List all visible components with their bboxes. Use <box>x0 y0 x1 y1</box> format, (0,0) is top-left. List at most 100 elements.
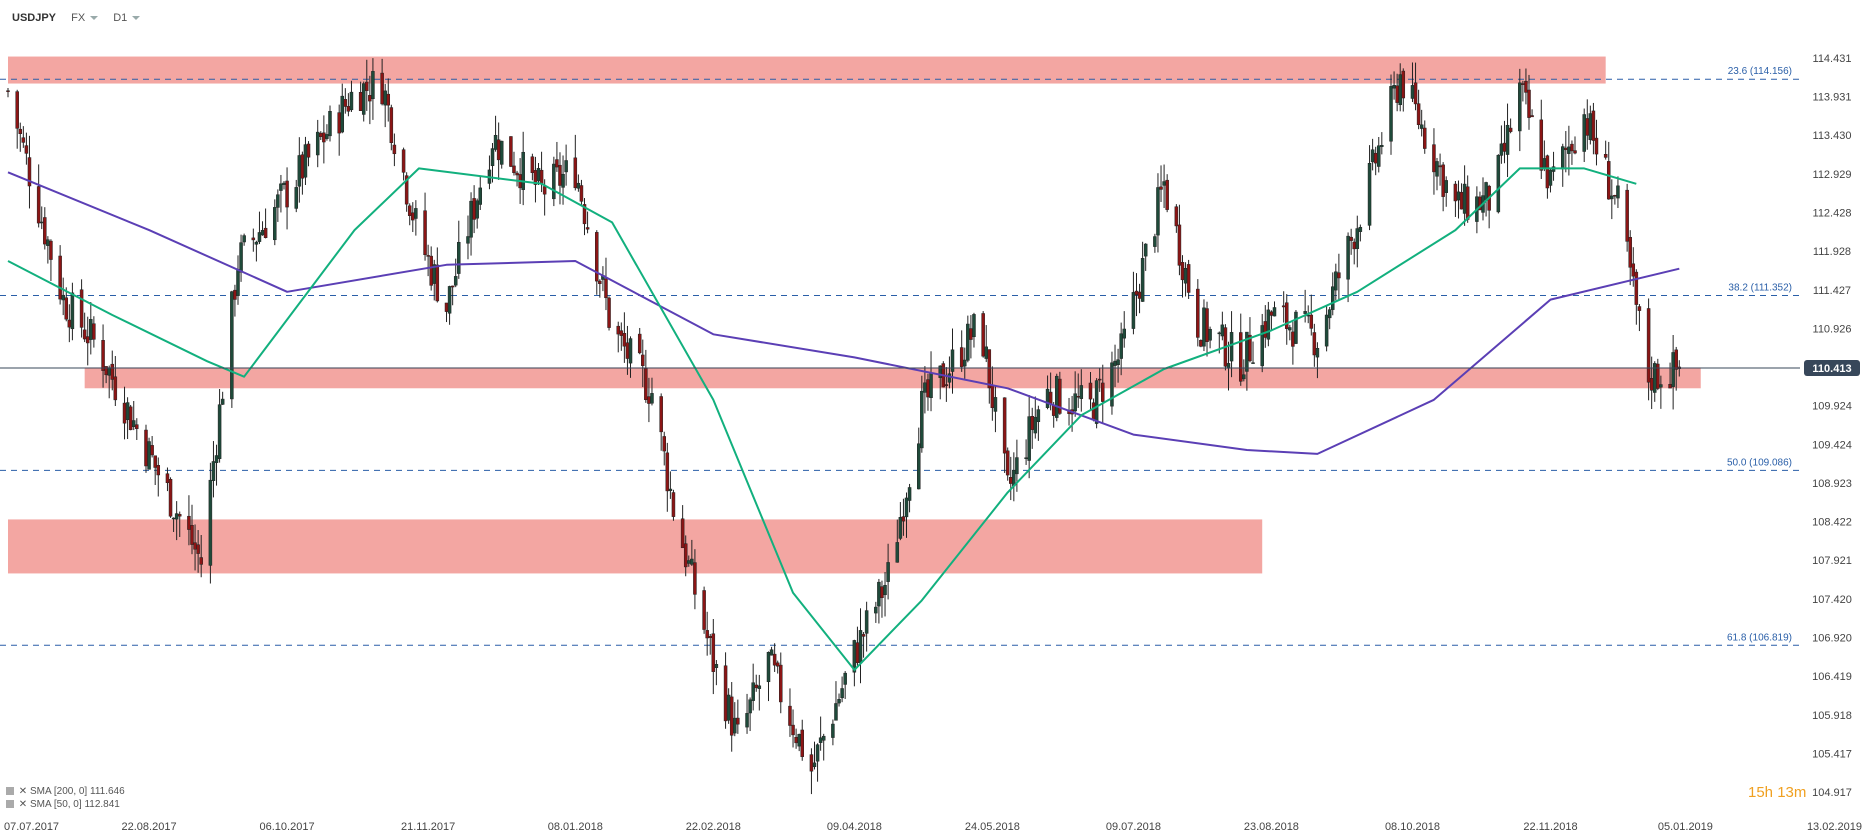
candle-body <box>242 235 246 243</box>
close-icon[interactable]: ✕ <box>18 799 28 810</box>
candle-body <box>346 106 351 112</box>
candle-body <box>1309 314 1314 329</box>
candle-body <box>1002 397 1007 454</box>
legend-item-sma200[interactable]: ✕ SMA [200, 0] 111.646 <box>6 786 125 797</box>
price-tick-label: 108.422 <box>1812 517 1852 529</box>
candle-body <box>1585 118 1590 136</box>
candle-body <box>239 242 243 273</box>
candle-body <box>1101 382 1105 402</box>
candle-body <box>1030 416 1034 430</box>
candle-body <box>404 175 409 205</box>
candle-body <box>297 155 302 187</box>
candle-body <box>1337 272 1341 279</box>
candle-body <box>211 461 216 481</box>
candle-body <box>794 736 798 744</box>
candle-body <box>380 72 384 105</box>
settings-icon[interactable] <box>6 787 14 796</box>
candle-body <box>1153 236 1157 247</box>
price-tick-label: 105.417 <box>1812 748 1852 760</box>
candle-body <box>156 465 161 476</box>
candle-body <box>812 762 817 768</box>
candle-body <box>236 268 240 296</box>
candle-body <box>493 134 498 150</box>
candle-body <box>251 237 256 241</box>
candle-body <box>1570 143 1574 152</box>
date-tick-label: 08.01.2018 <box>548 821 603 833</box>
candle-body <box>1005 450 1010 476</box>
candle-body <box>279 183 283 191</box>
candle-body <box>1567 146 1571 154</box>
candle-body <box>407 205 412 216</box>
candle-body <box>15 91 19 129</box>
market-label[interactable]: FX <box>71 12 99 24</box>
candle-body <box>1165 179 1169 210</box>
candle-body <box>1229 332 1234 362</box>
candle-body <box>1358 226 1363 232</box>
date-tick-label: 09.07.2018 <box>1106 821 1161 833</box>
candle-body <box>1291 331 1295 347</box>
candle-body <box>107 367 111 376</box>
candle-body <box>687 560 691 564</box>
candle-body <box>595 232 599 282</box>
candle-body <box>361 83 366 115</box>
candle-body <box>1659 384 1663 388</box>
candle-body <box>1140 258 1145 302</box>
candle-body <box>469 200 473 238</box>
candle-body <box>27 157 32 187</box>
candle-body <box>1499 143 1504 156</box>
sma200-label: SMA [200, 0] <box>29 786 88 797</box>
candle-body <box>1143 243 1148 257</box>
candle-body <box>1588 113 1593 141</box>
candle-body <box>1603 154 1608 158</box>
candle-body <box>1119 333 1123 359</box>
candle-body <box>665 452 670 492</box>
candle-body <box>1045 388 1050 408</box>
candle-body <box>1073 393 1077 412</box>
candle-body <box>944 384 949 387</box>
candle-body <box>153 455 157 468</box>
candle-body <box>1266 309 1271 340</box>
symbol-label[interactable]: USDJPY <box>12 12 57 24</box>
candle-body <box>748 699 752 714</box>
legend-item-sma50[interactable]: ✕ SMA [50, 0] 112.841 <box>6 799 120 810</box>
candle-body <box>325 134 329 139</box>
candle-body <box>745 713 749 728</box>
candle-body <box>1186 264 1191 293</box>
timeframe-select[interactable]: D1 <box>113 12 141 24</box>
candle-body <box>1334 271 1338 291</box>
close-icon[interactable]: ✕ <box>18 786 28 797</box>
candle-body <box>125 402 130 421</box>
candle-body <box>607 297 611 328</box>
candle-body <box>619 330 624 336</box>
candle-body <box>981 313 985 357</box>
candle-body <box>165 473 170 484</box>
candle-body <box>1183 267 1188 284</box>
candle-body <box>512 165 516 174</box>
candle-body <box>920 390 924 449</box>
candle-body <box>1196 288 1200 338</box>
candle-body <box>1217 332 1222 335</box>
candle-body <box>101 340 105 371</box>
candle-body <box>791 724 795 736</box>
settings-icon[interactable] <box>6 800 14 809</box>
candle-body <box>1285 302 1289 329</box>
candle-body <box>904 497 909 518</box>
candle-body <box>1548 169 1553 186</box>
price-tick-label: 108.923 <box>1812 478 1852 490</box>
candle-body <box>1367 163 1372 226</box>
candle-body <box>1110 362 1114 407</box>
candle-body <box>604 278 608 299</box>
candle-body <box>963 359 967 367</box>
candle-body <box>401 149 406 173</box>
candle-body <box>815 744 820 762</box>
candle-body <box>929 373 933 398</box>
candle-body <box>414 208 418 219</box>
candle-body <box>196 544 200 554</box>
candle-body <box>1392 84 1396 89</box>
chevron-down-icon <box>132 16 141 21</box>
candle-body <box>135 424 139 429</box>
candle-body <box>662 436 666 452</box>
candle-body <box>1260 325 1264 367</box>
candle-body <box>683 543 688 568</box>
